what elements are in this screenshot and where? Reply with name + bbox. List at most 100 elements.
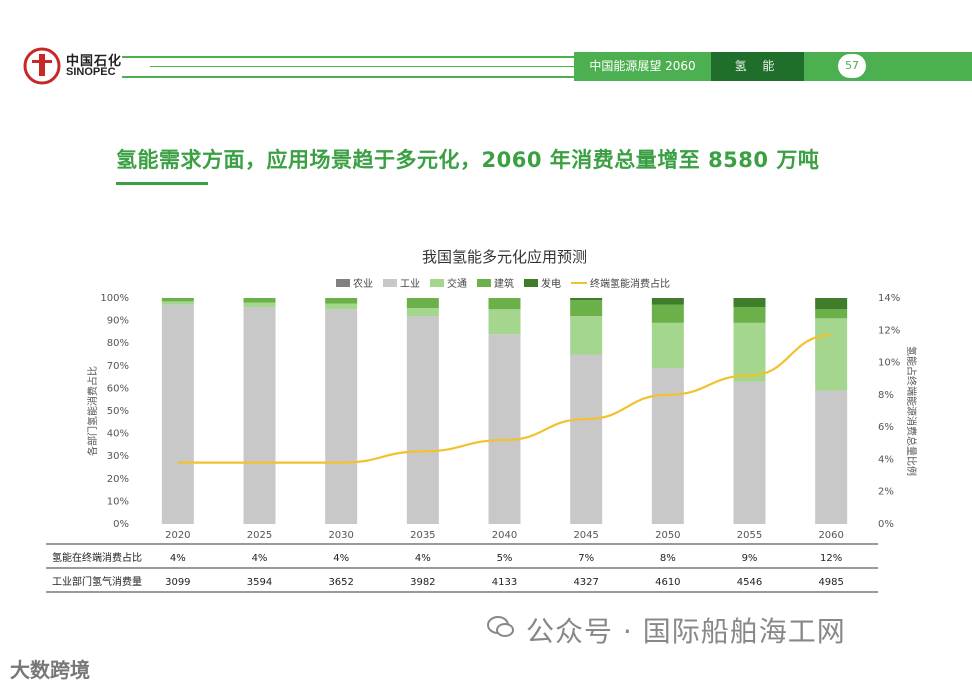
- bar-2055-发电: [733, 298, 766, 308]
- page-headline: 氢能需求方面，应用场景趋于多元化，2060 年消费总量增至 8580 万吨: [116, 148, 820, 172]
- bar-2045-发电: [570, 298, 603, 301]
- legend-swatch-2: [430, 279, 444, 287]
- y2-tick-label: 14%: [878, 293, 900, 304]
- headline-underline: [116, 182, 208, 185]
- logo-chinese-name: 中国石化: [66, 54, 123, 69]
- y-tick-label: 60%: [107, 383, 129, 394]
- y-tick-label: 50%: [107, 406, 129, 417]
- y2-tick-label: 10%: [878, 358, 900, 369]
- bar-2060-发电: [815, 298, 848, 310]
- legend-label-4: 发电: [541, 277, 561, 290]
- bar-2050-交通: [651, 322, 684, 369]
- bar-2060-工业: [815, 390, 848, 524]
- bar-2030-建筑: [325, 298, 358, 304]
- y-tick-label: 80%: [107, 338, 129, 349]
- chart-title: 我国氢能多元化应用预测: [422, 248, 587, 266]
- bar-2020-交通: [161, 301, 194, 305]
- x-tick-label: 2050: [655, 530, 680, 541]
- table-cell: 9%: [742, 553, 758, 564]
- bar-2045-工业: [570, 354, 603, 524]
- y2-tick-label: 0%: [878, 519, 894, 530]
- bar-2035-建筑: [406, 298, 439, 309]
- bar-2050-工业: [651, 368, 684, 524]
- table-cell: 4546: [737, 577, 762, 588]
- y2-tick-label: 4%: [878, 454, 894, 465]
- table-cell: 3099: [165, 577, 190, 588]
- legend-swatch-4: [524, 279, 538, 287]
- bar-2050-发电: [651, 298, 684, 305]
- bar-2030-工业: [325, 309, 358, 524]
- table-cell: 4985: [818, 577, 843, 588]
- bar-2025-工业: [243, 307, 276, 524]
- y2-axis-title: 氢能占终端能源消费总量比例: [905, 346, 918, 476]
- y-tick-label: 20%: [107, 474, 129, 485]
- legend-label-1: 工业: [400, 278, 420, 290]
- bar-2055-交通: [733, 322, 766, 382]
- bar-2040-建筑: [488, 298, 521, 310]
- legend-swatch-3: [477, 279, 491, 287]
- legend-label-5: 终端氢能消费占比: [590, 277, 670, 290]
- y-tick-label: 40%: [107, 429, 129, 440]
- y2-tick-label: 2%: [878, 487, 894, 498]
- table-cell: 4%: [170, 553, 186, 564]
- table-cell: 4%: [252, 553, 268, 564]
- bar-2060-建筑: [815, 309, 848, 319]
- table-cell: 4610: [655, 577, 680, 588]
- y2-tick-label: 8%: [878, 390, 894, 401]
- table-cell: 3982: [410, 577, 435, 588]
- x-tick-label: 2040: [492, 530, 517, 541]
- table-cell: 4%: [415, 553, 431, 564]
- wechat-icon: [487, 616, 514, 637]
- bar-2020-建筑: [161, 298, 194, 302]
- table-cell: 12%: [820, 553, 842, 564]
- y-tick-label: 0%: [113, 519, 129, 530]
- legend-label-0: 农业: [353, 277, 373, 290]
- bar-2050-建筑: [651, 304, 684, 323]
- x-tick-label: 2035: [410, 530, 435, 541]
- legend-label-3: 建筑: [494, 277, 514, 290]
- x-tick-label: 2020: [165, 530, 190, 541]
- table-cell: 4327: [573, 577, 598, 588]
- y-axis-title: 各部门氢能消费占比: [86, 366, 99, 456]
- watermark-label: 公众号 · 国际船舶海工网: [526, 615, 846, 648]
- y-tick-label: 10%: [107, 496, 129, 507]
- y2-tick-label: 6%: [878, 422, 894, 433]
- bar-2055-建筑: [733, 307, 766, 323]
- table-cell: 7%: [578, 553, 594, 564]
- logo-english-name: SINOPEC: [66, 66, 116, 78]
- header-tail-bar: [804, 52, 972, 81]
- table-cell: 3594: [247, 577, 272, 588]
- y-tick-label: 90%: [107, 316, 129, 327]
- x-tick-label: 2060: [818, 530, 843, 541]
- table-cell: 5%: [497, 553, 513, 564]
- header-line-3: [122, 76, 574, 78]
- bar-2025-建筑: [243, 298, 276, 303]
- x-tick-label: 2055: [737, 530, 762, 541]
- corner-watermark: 大数跨境: [10, 658, 90, 682]
- bar-2040-工业: [488, 334, 521, 524]
- tab-report-title: 中国能源展望 2060: [574, 52, 711, 81]
- bar-2025-交通: [243, 302, 276, 308]
- bar-2055-工业: [733, 381, 766, 524]
- header-line-1: [122, 56, 574, 58]
- tab-section-hydrogen: 氢 能: [711, 52, 804, 81]
- x-tick-label: 2025: [247, 530, 272, 541]
- bar-2045-交通: [570, 316, 603, 355]
- table-cell: 8%: [660, 553, 676, 564]
- watermark-text: 公众号 · 国际船舶海工网: [526, 610, 846, 650]
- bar-2035-交通: [406, 308, 439, 317]
- bar-2030-交通: [325, 303, 358, 310]
- y-tick-label: 100%: [100, 293, 129, 304]
- bar-2040-交通: [488, 309, 521, 335]
- legend-swatch-1: [383, 279, 397, 287]
- bar-2035-工业: [406, 316, 439, 524]
- header-line-2: [150, 66, 574, 67]
- legend-swatch-0: [336, 279, 350, 287]
- x-tick-label: 2030: [328, 530, 353, 541]
- table-cell: 4133: [492, 577, 517, 588]
- table-row-label: 氢能在终端消费占比: [52, 551, 142, 564]
- table-cell: 4%: [333, 553, 349, 564]
- table-row-label: 工业部门氢气消费量: [52, 575, 142, 588]
- line-series-hydrogen-share: [177, 334, 832, 464]
